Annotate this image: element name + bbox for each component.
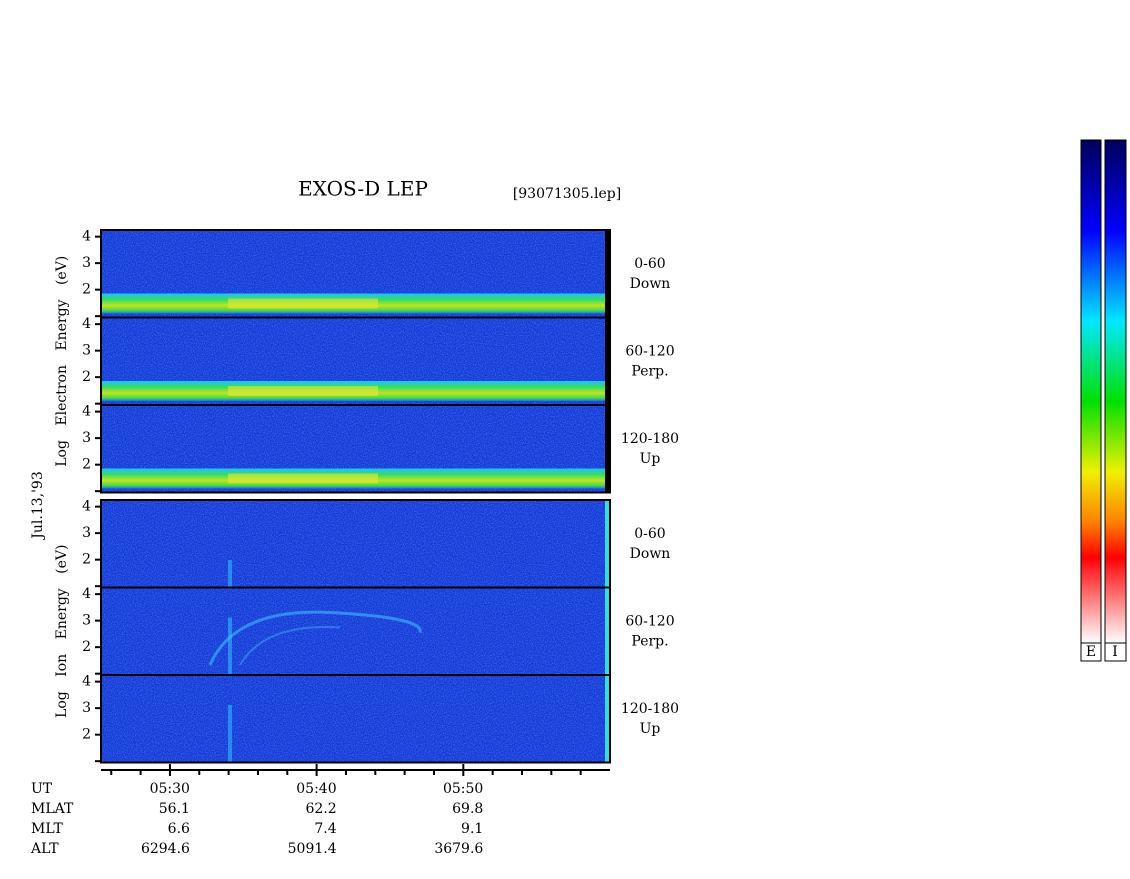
- y-tick-label: 4: [82, 674, 91, 690]
- spectrogram-noise: [101, 500, 610, 588]
- y-tick-label: 4: [82, 316, 91, 332]
- colorbar: [1080, 139, 1102, 644]
- y-tick-label: 2: [82, 552, 91, 568]
- colorbar-label: E: [1086, 644, 1096, 660]
- angle-label: 120-180: [621, 431, 679, 447]
- edge-strip: [605, 675, 609, 763]
- electron-band-bright: [228, 386, 378, 396]
- date: Jul.13,'93: [30, 471, 46, 540]
- orbit-row-label: UT: [31, 781, 53, 797]
- edge-strip: [605, 405, 609, 493]
- panel-frame: [100, 674, 611, 764]
- ion-arc: [239, 625, 341, 666]
- spectrogram-noise: [101, 675, 610, 763]
- angle-label: Down: [630, 276, 671, 292]
- angle-label: 60-120: [625, 613, 674, 629]
- colorbar-label: I: [1112, 644, 1118, 660]
- orbit-value: 6294.6: [141, 841, 190, 857]
- file-name: [93071305.lep]: [513, 186, 621, 202]
- colorbar-box: [1080, 642, 1102, 662]
- x-tick-label: 05:30: [150, 781, 190, 797]
- orbit-row-label: MLAT: [31, 801, 74, 817]
- y-axis-label: Log Electron Energy (eV): [54, 256, 70, 467]
- y-tick-label: 4: [82, 229, 91, 245]
- x-tick-label: 05:40: [296, 781, 336, 797]
- angle-label: 120-180: [621, 701, 679, 717]
- orbit-value: 56.1: [159, 801, 190, 817]
- orbit-value: 9.1: [461, 821, 483, 837]
- orbit-value: 6.6: [168, 821, 190, 837]
- y-tick-label: 3: [82, 343, 91, 359]
- angle-label: Perp.: [631, 363, 668, 379]
- y-tick-label: 2: [82, 282, 91, 298]
- electron-band-bright: [228, 298, 378, 309]
- panel-frame: [100, 404, 611, 494]
- y-tick-label: 3: [82, 255, 91, 271]
- angle-label: Down: [630, 546, 671, 562]
- y-tick-label: 2: [82, 457, 91, 473]
- orbit-row-label: ALT: [30, 841, 59, 857]
- colorbars: E I: [1080, 139, 1127, 662]
- angle-label: Up: [640, 721, 661, 737]
- edge-strip: [605, 317, 609, 405]
- orbit-value: 3679.6: [434, 841, 483, 857]
- y-tick-label: 3: [82, 525, 91, 541]
- orbit-value: 69.8: [452, 801, 483, 817]
- edge-strip: [605, 587, 609, 675]
- orbit-value: 7.4: [314, 821, 336, 837]
- angle-label: Perp.: [631, 633, 668, 649]
- orbit-row-label: MLT: [31, 821, 63, 837]
- y-axis-label: Log Ion Energy (eV): [54, 545, 70, 718]
- y-tick-label: 3: [82, 430, 91, 446]
- y-tick-label: 2: [82, 727, 91, 743]
- electron-band-bright: [228, 473, 378, 484]
- edge-strip: [605, 500, 609, 588]
- y-tick-label: 3: [82, 700, 91, 716]
- angle-label: 60-120: [625, 343, 674, 359]
- angle-label: 0-60: [634, 526, 665, 542]
- ion-arc: [208, 610, 422, 666]
- y-tick-label: 3: [82, 613, 91, 629]
- y-tick-label: 2: [82, 369, 91, 385]
- x-tick-label: 05:50: [443, 781, 483, 797]
- y-tick-label: 4: [82, 499, 91, 515]
- angle-label: Up: [640, 451, 661, 467]
- y-tick-label: 4: [82, 404, 91, 420]
- angle-label: 0-60: [634, 256, 665, 272]
- colorbar-box: [1104, 642, 1127, 662]
- y-tick-label: 4: [82, 586, 91, 602]
- orbit-value: 5091.4: [288, 841, 337, 857]
- spectrogram-noise: [101, 587, 610, 675]
- title: EXOS-D LEP: [298, 177, 428, 201]
- y-tick-label: 2: [82, 639, 91, 655]
- edge-strip: [605, 230, 609, 318]
- colorbar: [1104, 139, 1127, 644]
- orbit-value: 62.2: [305, 801, 336, 817]
